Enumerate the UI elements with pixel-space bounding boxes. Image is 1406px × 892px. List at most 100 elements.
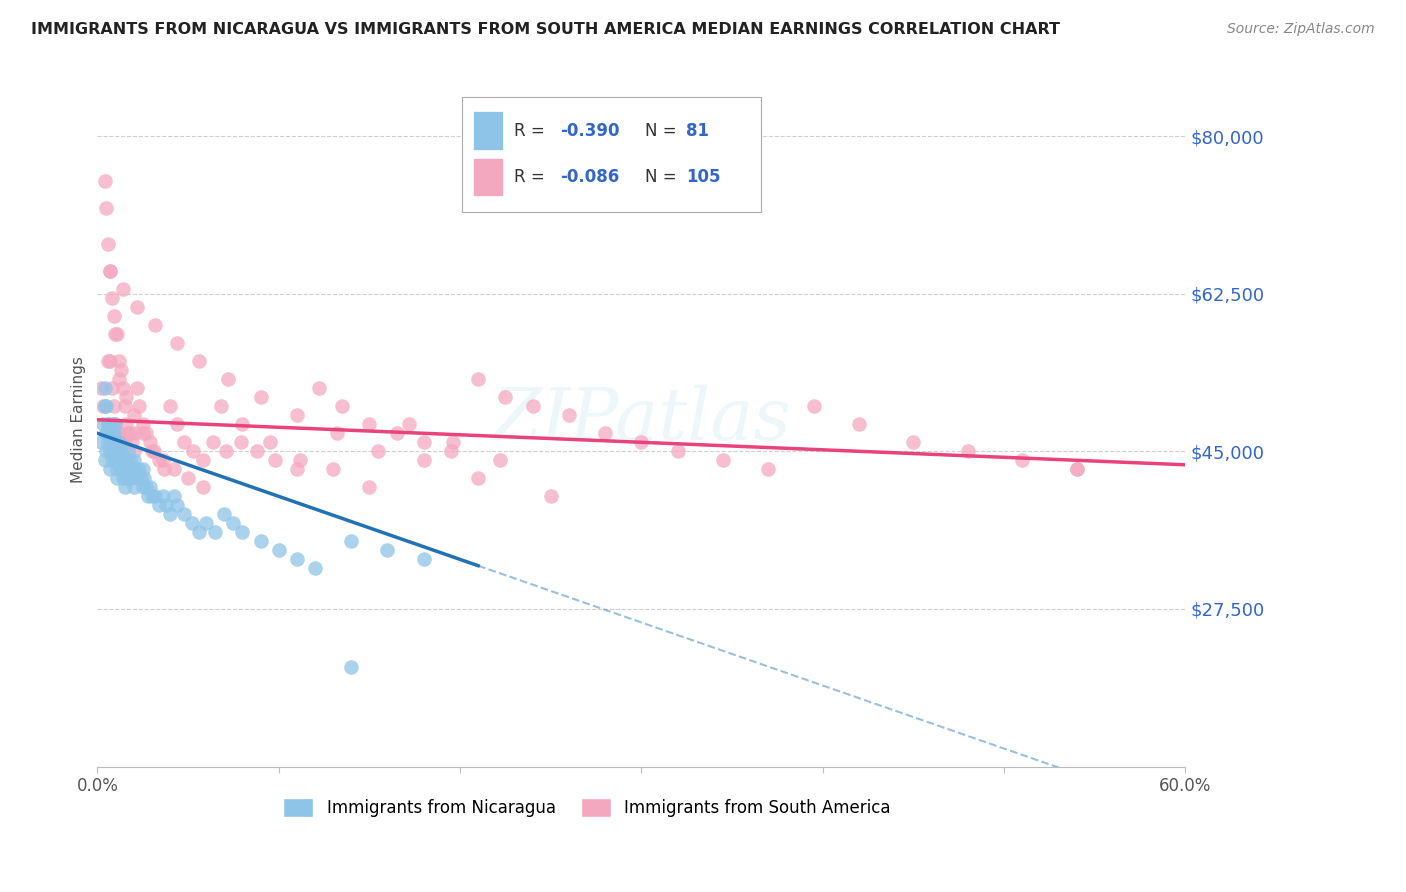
Point: [285, 409, 308, 423]
Point: [215, 444, 238, 458]
Point: [148, 499, 170, 513]
Point: [101, 417, 124, 432]
Point: [110, 462, 132, 476]
Point: [111, 435, 134, 450]
Point: [148, 453, 170, 467]
Point: [105, 462, 128, 476]
Point: [412, 552, 434, 566]
Point: [101, 426, 124, 441]
Text: R =: R =: [515, 168, 550, 186]
Point: [956, 444, 979, 458]
Point: [98, 462, 121, 476]
Point: [118, 426, 141, 441]
Point: [124, 426, 146, 441]
Point: [191, 480, 214, 494]
Point: [104, 327, 127, 342]
Point: [231, 417, 253, 432]
Point: [108, 426, 131, 441]
Point: [359, 480, 381, 494]
Bar: [472, 158, 503, 196]
Point: [105, 426, 128, 441]
Point: [96, 426, 118, 441]
Point: [558, 409, 581, 423]
Point: [467, 372, 489, 386]
Bar: [472, 112, 503, 150]
Point: [115, 417, 138, 432]
Point: [440, 444, 463, 458]
Point: [340, 660, 363, 674]
Point: [187, 525, 209, 540]
Point: [97, 417, 120, 432]
Point: [93, 399, 115, 413]
Point: [222, 516, 245, 531]
Point: [98, 444, 121, 458]
Point: [96, 444, 118, 458]
Point: [340, 534, 363, 549]
Point: [803, 399, 825, 413]
Point: [367, 444, 389, 458]
Point: [187, 354, 209, 368]
Point: [398, 417, 420, 432]
Point: [104, 417, 127, 432]
Point: [103, 399, 125, 413]
Point: [104, 417, 127, 432]
Point: [412, 453, 434, 467]
Point: [152, 453, 174, 467]
Point: [325, 426, 347, 441]
Point: [145, 489, 167, 503]
Point: [166, 336, 188, 351]
Point: [264, 453, 287, 467]
Point: [377, 543, 399, 558]
Point: [139, 435, 162, 450]
Point: [122, 453, 145, 467]
Text: R =: R =: [515, 121, 550, 139]
Point: [135, 426, 157, 441]
Point: [166, 417, 188, 432]
Point: [111, 453, 134, 467]
Point: [1066, 462, 1088, 476]
Point: [209, 399, 232, 413]
Point: [90, 435, 112, 450]
Point: [115, 471, 138, 485]
Point: [111, 381, 134, 395]
Point: [122, 480, 145, 494]
Point: [108, 444, 131, 458]
Point: [630, 435, 652, 450]
Point: [142, 444, 165, 458]
Point: [385, 426, 408, 441]
Text: 81: 81: [686, 121, 709, 139]
Point: [115, 462, 138, 476]
Point: [141, 489, 163, 503]
Point: [101, 453, 124, 467]
Point: [128, 399, 150, 413]
Point: [195, 516, 218, 531]
Point: [98, 426, 121, 441]
Point: [115, 453, 138, 467]
Point: [96, 426, 118, 441]
Text: N =: N =: [644, 168, 682, 186]
Point: [96, 201, 118, 215]
Text: ZIPatlas: ZIPatlas: [492, 384, 792, 455]
Point: [1011, 453, 1033, 467]
Point: [191, 453, 214, 467]
Point: [231, 525, 253, 540]
Point: [101, 435, 124, 450]
Point: [118, 471, 141, 485]
Point: [98, 264, 121, 278]
Point: [229, 435, 252, 450]
Point: [166, 499, 188, 513]
Point: [756, 462, 779, 476]
Point: [122, 444, 145, 458]
Point: [103, 444, 125, 458]
Point: [101, 291, 124, 305]
Point: [127, 300, 149, 314]
Point: [177, 471, 200, 485]
Point: [97, 435, 120, 450]
Point: [93, 381, 115, 395]
Point: [97, 237, 120, 252]
Point: [593, 426, 616, 441]
Point: [104, 453, 127, 467]
Point: [441, 435, 464, 450]
Point: [127, 471, 149, 485]
Point: [114, 480, 136, 494]
